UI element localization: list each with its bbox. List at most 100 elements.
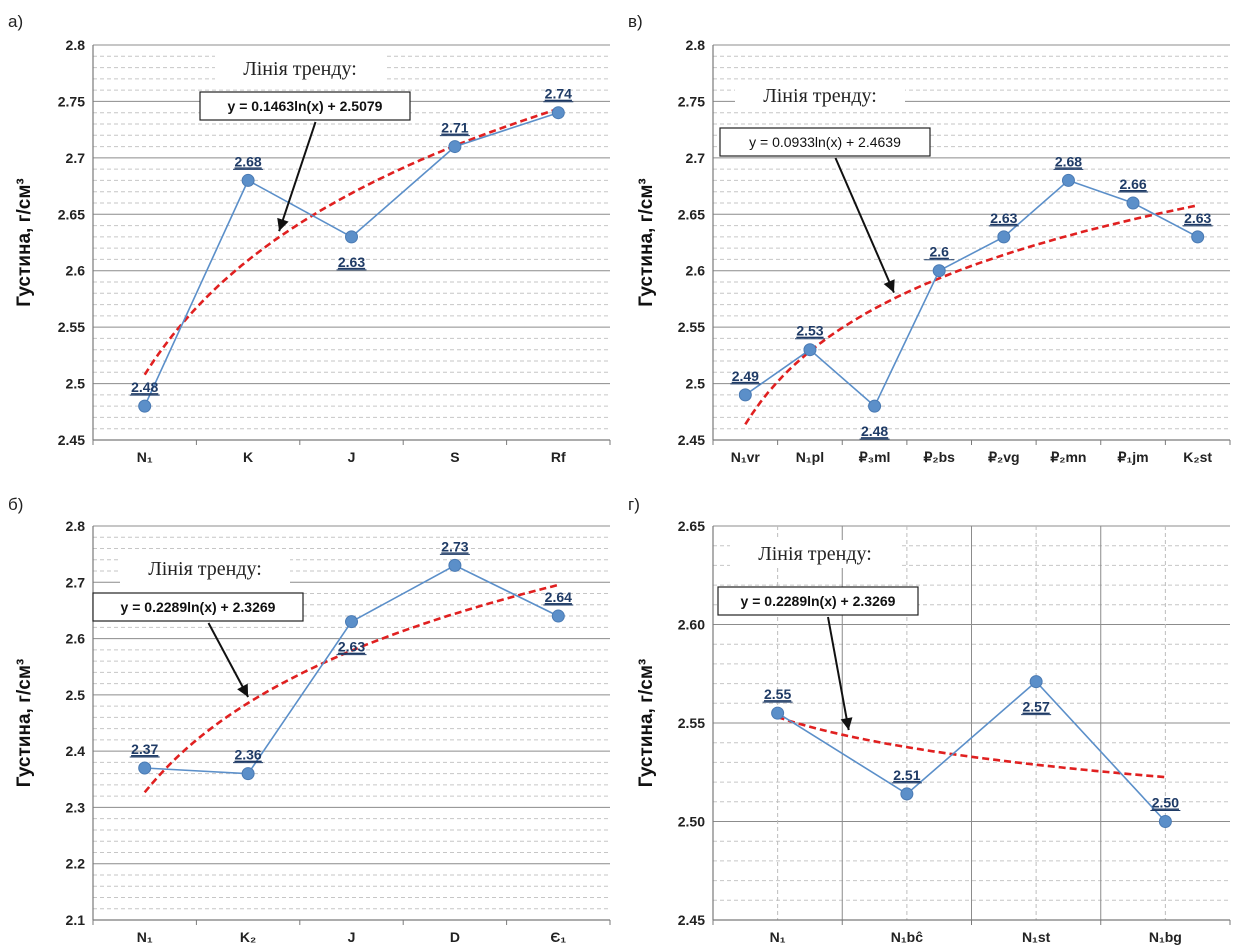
y-tick-label: 2.5 (66, 687, 86, 703)
trend-title: Лінія тренду: (243, 58, 357, 80)
x-tick-label: K₂st (1183, 449, 1212, 465)
x-tick-label: N₁vr (731, 449, 761, 465)
x-tick-label: S (450, 449, 459, 465)
data-label: 2.36 (234, 747, 261, 763)
data-label: 2.37 (131, 741, 158, 757)
series-line (777, 680, 1166, 823)
data-label: 2.66 (1119, 176, 1146, 192)
trend-line (777, 715, 1166, 779)
x-tick-label: ₽₂mn (1050, 449, 1086, 465)
x-tick-label: ₽₁jm (1118, 449, 1149, 465)
y-tick-label: 2.6 (66, 263, 86, 279)
y-tick-label: 2.3 (66, 799, 86, 815)
y-tick-label: 2.7 (66, 150, 86, 166)
data-label: 2.48 (861, 423, 888, 439)
data-label: 2.71 (441, 120, 468, 136)
y-tick-label: 2.55 (678, 319, 705, 335)
data-point (900, 787, 914, 801)
arrow-line (207, 622, 249, 698)
y-tick-label: 2.50 (678, 814, 705, 830)
trend-line (143, 107, 559, 376)
x-tick-label: ₽₃ml (859, 449, 891, 465)
data-label: 2.63 (338, 254, 365, 270)
y-tick-label: 2.75 (58, 93, 85, 109)
data-label: 2.55 (764, 686, 791, 702)
trend-title-bg (120, 555, 290, 583)
data-point (932, 264, 946, 278)
equation-box (717, 586, 919, 616)
x-tick-label: N₁ (137, 929, 153, 945)
data-label: 2.63 (990, 210, 1017, 226)
y-tick-label: 2.65 (678, 518, 705, 534)
data-point (448, 140, 462, 154)
y-tick-label: 2.7 (66, 574, 86, 590)
data-label: 2.64 (545, 589, 572, 605)
equation-box (199, 91, 411, 121)
data-label: 2.50 (1152, 795, 1179, 811)
data-point (138, 761, 152, 775)
arrow-head (237, 683, 249, 697)
data-point (1029, 675, 1043, 689)
x-tick-label: N₁pl (796, 449, 824, 465)
y-axis-label: Густина, г/см³ (636, 659, 657, 787)
x-tick-label: K (243, 449, 253, 465)
trend-title-bg (215, 55, 385, 83)
equation-box (92, 592, 304, 622)
data-point (551, 106, 565, 120)
y-tick-label: 2.45 (678, 432, 705, 448)
y-tick-label: 2.45 (678, 912, 705, 928)
data-point (868, 399, 882, 413)
y-tick-label: 2.5 (686, 376, 706, 392)
x-tick-label: J (348, 929, 356, 945)
y-tick-label: 2.55 (678, 715, 705, 731)
chart-panel-4: г) 2.45 2.50 2.55 2.60 2.65 N₁ N₁bĉ N₁st N₁bg Густ… (628, 495, 1231, 945)
panel-letter: б) (8, 495, 23, 514)
data-point (738, 388, 752, 402)
data-point (997, 230, 1011, 244)
data-label: 2.63 (338, 639, 365, 655)
x-tick-label: J (348, 449, 356, 465)
data-label: 2.68 (1055, 153, 1082, 169)
x-tick-label: N₁ (137, 449, 153, 465)
trend-title: Лінія тренду: (148, 558, 262, 580)
y-tick-label: 2.7 (686, 150, 706, 166)
x-tick-label: K₂ (240, 929, 256, 945)
data-point (1158, 815, 1172, 828)
x-tick-label: N₁st (1022, 929, 1051, 945)
data-point (241, 767, 255, 781)
y-tick-label: 2.6 (66, 631, 86, 647)
equation-box (719, 127, 931, 157)
arrow-head (277, 217, 289, 232)
chart-panel-3: б) 2.1 2.2 2.3 2.4 2.5 2.6 2.7 2.8 N₁ K₂ J D Є₁ Густин… (8, 495, 611, 945)
arrow-line (278, 121, 317, 232)
x-tick-label: Є₁ (550, 929, 566, 945)
arrow-line (834, 157, 895, 293)
trend-title-bg (730, 540, 900, 568)
data-label: 2.74 (545, 86, 572, 102)
y-tick-label: 2.45 (58, 432, 85, 448)
arrow-head (840, 717, 853, 731)
panel-letter: а) (8, 12, 23, 31)
y-tick-label: 2.8 (66, 37, 86, 53)
arrow-line (827, 616, 850, 731)
data-label: 2.57 (1023, 699, 1050, 715)
x-tick-label: Rf (551, 449, 566, 465)
trend-title-bg (735, 82, 905, 110)
arrow-head (883, 279, 895, 293)
x-tick-label: ₽₂vg (988, 449, 1019, 465)
data-point (1126, 196, 1140, 210)
panel-letter: г) (628, 495, 640, 514)
y-tick-label: 2.8 (686, 37, 706, 53)
data-label: 2.73 (441, 538, 468, 554)
trend-line (744, 204, 1198, 426)
trend-equation: y = 0.0933ln(x) + 2.4639 (749, 134, 901, 150)
data-label: 2.49 (732, 368, 759, 384)
y-tick-label: 2.65 (678, 206, 705, 222)
data-point (448, 558, 462, 572)
y-axis-label: Густина, г/см³ (636, 178, 657, 306)
data-point (345, 230, 358, 244)
data-point (771, 706, 785, 720)
x-tick-label: ₽₂bs (923, 449, 955, 465)
data-label: 2.6 (929, 244, 949, 260)
